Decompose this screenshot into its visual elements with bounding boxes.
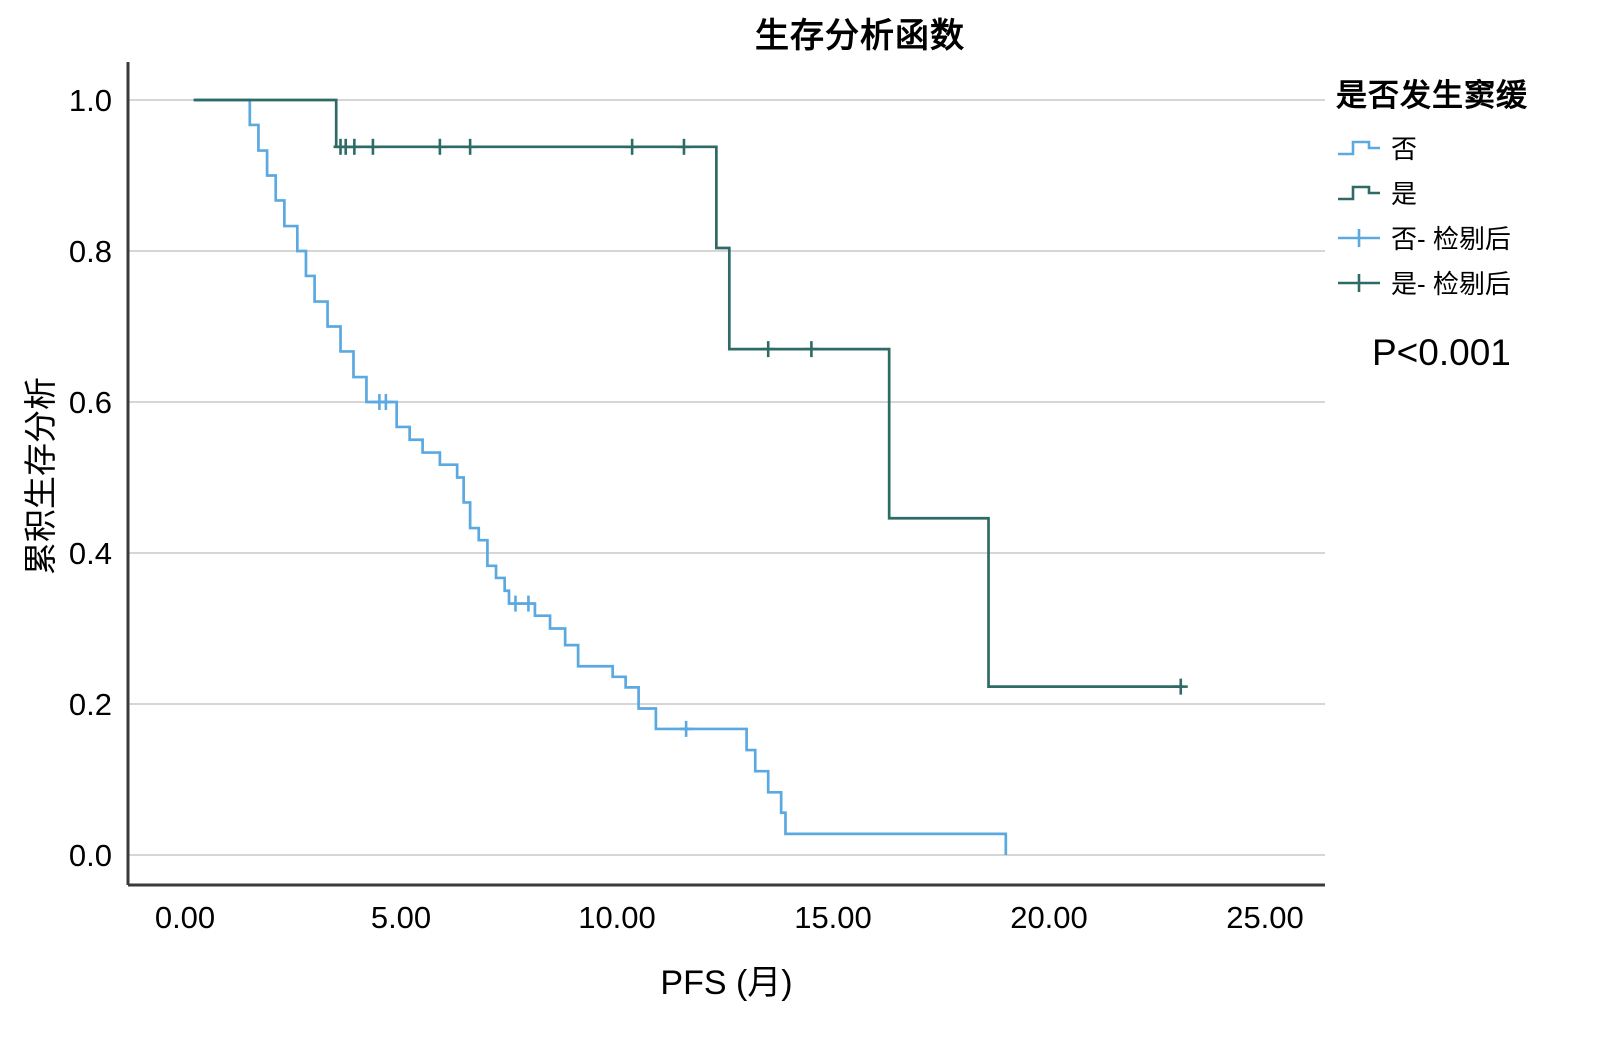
legend-entries: 否是否- 检剔后 是- 检剔后 [1336,129,1586,301]
y-tick-label: 0.4 [69,536,112,571]
y-tick-label: 0.0 [69,838,112,873]
x-tick-labels: 0.00 5.00 10.00 15.00 20.00 25.00 [155,900,1304,935]
y-tick-label: 0.8 [69,234,112,269]
y-axis-title: 累积生存分析 [22,377,59,575]
p-value-annotation: P<0.001 [1372,332,1511,373]
legend-entry: 是 [1336,174,1586,211]
legend-title: 是否发生窦缓 [1336,78,1528,113]
legend-entry: 否 [1336,129,1586,166]
legend: 是否发生窦缓 否是否- 检剔后 是- 检剔后 [1336,70,1586,309]
step-line-icon [1338,140,1380,155]
x-tick-label: 10.00 [578,900,656,935]
x-tick-label: 20.00 [1010,900,1088,935]
y-tick-label: 1.0 [69,83,112,118]
legend-entry-label: 否- 检剔后 [1391,224,1511,254]
km-curve-no [193,98,1008,855]
step-line-icon [1338,185,1380,200]
censored-plus-icon [1338,228,1380,247]
censored-plus-icon [1338,273,1380,292]
gridlines [128,99,1325,856]
legend-entry-label: 是 [1391,179,1418,209]
legend-entry-label: 是- 检剔后 [1391,269,1511,299]
legend-entry: 否- 检剔后 [1336,219,1586,256]
legend-entry: 是- 检剔后 [1336,264,1586,301]
y-tick-label: 0.6 [69,385,112,420]
x-tick-label: 5.00 [371,900,431,935]
chart-title: 生存分析函数 [755,17,965,55]
y-tick-label: 0.2 [69,687,112,722]
km-curve-yes [193,98,1183,688]
censor-marks-yes [333,138,1188,695]
y-tick-labels: 0.0 0.2 0.4 0.6 0.8 1.0 [69,83,112,873]
x-axis-title: PFS (月) [660,964,793,1002]
x-tick-label: 0.00 [155,900,215,935]
x-tick-label: 25.00 [1226,900,1304,935]
legend-entry-label: 否 [1391,134,1418,164]
x-tick-label: 15.00 [794,900,872,935]
censor-marks-no [372,394,694,737]
